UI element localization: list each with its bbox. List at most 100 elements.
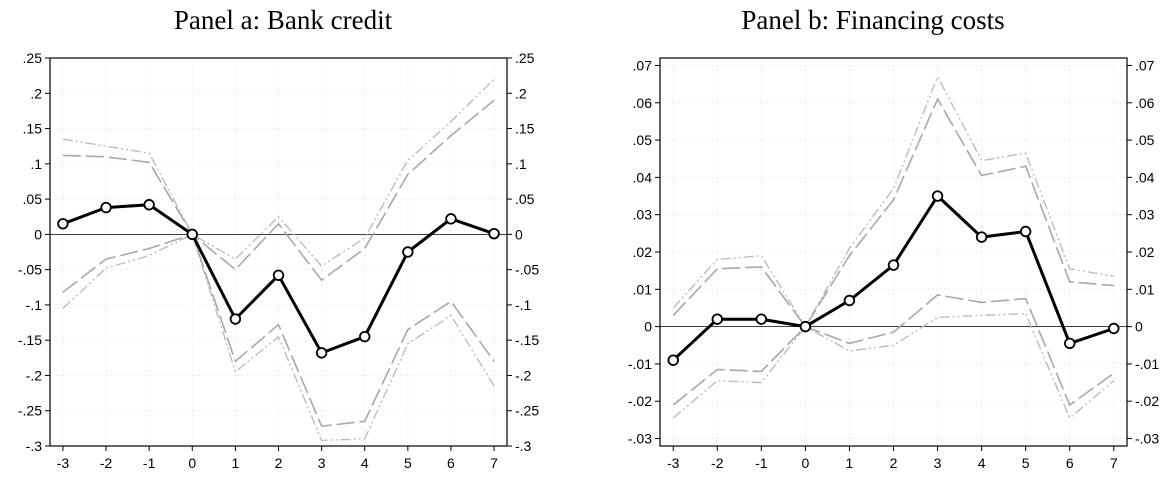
panel-a-ytick-label-left: -.25 <box>18 403 42 419</box>
panel-a-ytick-label-right: -.3 <box>515 438 532 454</box>
panel-b-estimate-point <box>667 354 679 366</box>
panel-a-xtick-label: 1 <box>231 455 239 471</box>
panel-a-ytick-label-right: .05 <box>515 191 535 207</box>
panel-b-xtick-label: 2 <box>890 455 898 471</box>
panel-b-ytick-label-right: .04 <box>1135 169 1155 185</box>
panel-a: Panel a: Bank credit .25.25.2.2.15.15.1.… <box>18 5 539 471</box>
panel-b-ci99-lower-line <box>672 312 1115 420</box>
panel-b-estimate-point <box>1064 337 1076 350</box>
panel-b-ytick-label-right: .06 <box>1135 95 1155 111</box>
panel-b-xtick-label: -3 <box>667 455 680 471</box>
panel-b-ytick-label-left: .05 <box>633 132 653 148</box>
panel-b-ytick-label-left: .04 <box>633 169 653 185</box>
panel-a-ytick-label-left: -.2 <box>26 367 43 383</box>
panel-b-ci95-upper-line <box>672 97 1114 329</box>
panel-b-ytick-label-left: .01 <box>633 281 653 297</box>
panel-b-ytick-label-right: -.02 <box>1135 393 1159 409</box>
panel-a-ytick-label-left: .05 <box>23 191 43 207</box>
panel-b-ytick-label-right: .03 <box>1135 207 1155 223</box>
panel-b-ytick-label-left: .03 <box>633 207 653 223</box>
panel-a-estimate-point <box>186 228 198 241</box>
panel-a-plot-frame <box>49 57 508 447</box>
panel-a-ytick-label-left: -.05 <box>18 262 42 278</box>
panel-b-title: Panel b: Financing costs <box>741 5 1004 35</box>
panel-a-ytick-label-right: -.05 <box>515 262 539 278</box>
panel-b-xtick-label: 7 <box>1110 455 1118 471</box>
panel-a-estimate-point <box>402 246 414 258</box>
panel-b-estimate-point <box>799 320 812 333</box>
panel-b-xtick-label: 6 <box>1066 455 1074 471</box>
panel-a-estimate-point <box>57 218 69 230</box>
panel-a-xtick-label: 0 <box>188 455 196 471</box>
panel-a-estimate-point <box>143 199 155 211</box>
panel-a-ytick-label-left: -.15 <box>18 332 42 348</box>
panel-a-xtick-label: 7 <box>490 455 498 471</box>
panel-b-xtick-label: 1 <box>846 455 854 471</box>
panel-b-ytick-label-right: .07 <box>1135 57 1155 73</box>
panel-b-estimate-point <box>755 313 768 325</box>
panel-a-estimate-point <box>488 227 500 240</box>
panel-a-ytick-label-left: .2 <box>30 85 42 101</box>
panel-b-estimate-point <box>1019 225 1032 238</box>
panel-a-estimate-point <box>315 347 328 359</box>
panel-b: Panel b: Financing costs .07 .07 .06 .06 .05… <box>628 5 1159 471</box>
panel-a-estimate-point <box>272 269 285 281</box>
panel-b-ci95-lower-line <box>672 294 1115 407</box>
panel-a-estimate-point <box>445 213 457 225</box>
panel-a-ci99-upper-line <box>62 78 495 268</box>
panel-a-title: Panel a: Bank credit <box>174 5 393 35</box>
panel-b-ytick-label-left: .02 <box>633 244 653 260</box>
panel-b-xtick-label: 5 <box>1022 455 1030 471</box>
panel-b-ytick-label-right: .01 <box>1135 281 1155 297</box>
panel-b-ytick-label-left: -.02 <box>628 393 652 409</box>
panel-b-estimate-point <box>887 259 900 271</box>
panel-a-ytick-label-right: -.15 <box>515 332 539 348</box>
panel-a-estimate-point <box>359 330 371 343</box>
panel-b-ytick-label-right: -.01 <box>1135 356 1159 372</box>
panel-b-ytick-label-left: -.03 <box>628 431 652 447</box>
panel-b-estimate-point <box>711 313 723 325</box>
panel-a-estimate-point <box>100 201 112 214</box>
panel-a-ci95-upper-line <box>62 99 495 282</box>
panel-b-xtick-label: -1 <box>755 455 768 471</box>
panel-a-ytick-label-left: .1 <box>30 156 42 172</box>
panel-a-ytick-label-left: .15 <box>23 121 43 137</box>
panel-b-estimate-point <box>843 294 856 307</box>
panel-a-ci99-lower-line <box>62 233 495 442</box>
panel-a-ci95-lower-line <box>62 233 495 428</box>
panel-b-estimate-point <box>931 190 944 202</box>
panel-a-estimate-point <box>229 313 242 325</box>
panel-a-ytick-label-right: -.1 <box>515 297 532 313</box>
panel-a-ytick-label-right: -.25 <box>515 403 539 419</box>
panel-b-ytick-label-right: .02 <box>1135 244 1155 260</box>
panel-b-ytick-label-right: .05 <box>1135 132 1155 148</box>
panel-a-xtick-label: -2 <box>100 455 113 471</box>
panel-b-xtick-label: -2 <box>711 455 724 471</box>
panel-a-ytick-label-right: .25 <box>515 50 535 66</box>
panel-b-ci99-upper-line <box>672 75 1114 328</box>
panel-a-ytick-label-right: .15 <box>515 121 535 137</box>
panel-b-xtick-label: 0 <box>801 455 809 471</box>
panel-a-ytick-label-left: -.1 <box>26 297 43 313</box>
panel-b-ytick-label-left: .07 <box>633 57 653 73</box>
panel-b-xtick-label: 3 <box>934 455 942 471</box>
panel-a-xtick-label: 6 <box>447 455 455 471</box>
panel-a-xtick-label: 2 <box>275 455 283 471</box>
panel-b-ytick-label-left: .06 <box>633 95 653 111</box>
panel-a-xtick-label: 4 <box>361 455 369 471</box>
panel-a-ytick-label-right: .1 <box>515 156 527 172</box>
panel-a-ytick-label-left: 0 <box>34 226 42 242</box>
panel-b-estimate-point <box>1108 322 1120 335</box>
panel-b-ytick-label-left: -.01 <box>628 356 652 372</box>
panel-b-ytick-label-right: -.03 <box>1135 431 1159 447</box>
panel-a-ytick-label-right: -.2 <box>515 367 532 383</box>
panel-b-estimate-point <box>975 231 988 243</box>
panel-b-xtick-label: 4 <box>978 455 986 471</box>
panel-b-ytick-label-right: 0 <box>1135 319 1143 335</box>
panel-a-ytick-label-right: 0 <box>515 226 523 242</box>
panel-a-xtick-label: 5 <box>404 455 412 471</box>
panel-a-ytick-label-left: -.3 <box>26 438 43 454</box>
panel-b-ytick-label-left: 0 <box>644 319 652 335</box>
panel-a-xtick-label: -1 <box>143 455 156 471</box>
